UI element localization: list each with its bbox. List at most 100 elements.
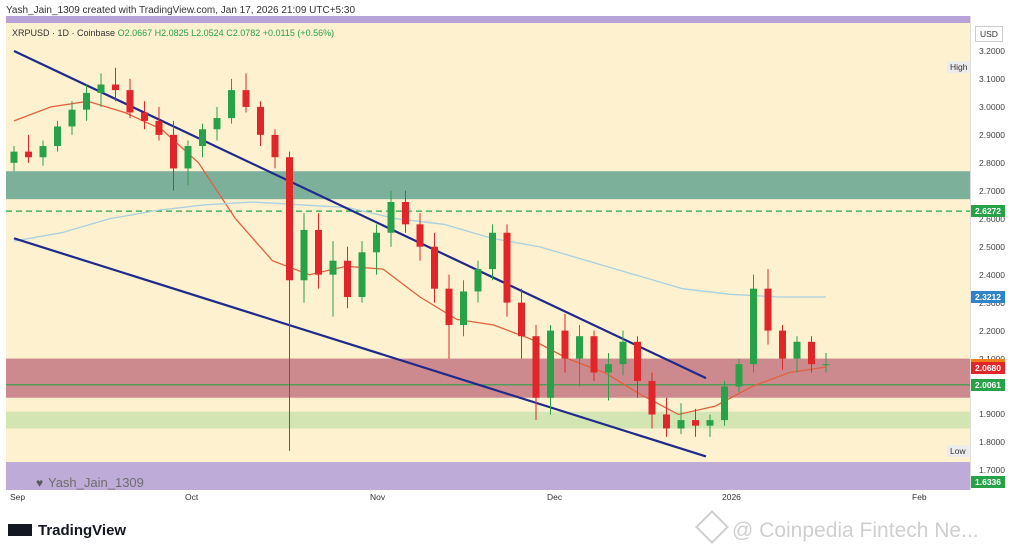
candle-body-13 bbox=[199, 129, 206, 147]
candle-body-17 bbox=[257, 106, 264, 135]
time-tick-3: Dec bbox=[547, 492, 563, 502]
price-badge-4: 2.0061 bbox=[971, 378, 1005, 391]
time-axis[interactable]: Sep Oct Nov Dec 2026 Feb bbox=[6, 490, 970, 504]
channel-trendline-1 bbox=[13, 237, 707, 458]
candle-body-42 bbox=[619, 341, 627, 365]
candle-body-31 bbox=[460, 291, 467, 326]
chart-plot-area[interactable]: XRPUSD · 1D · Coinbase O2.0667 H2.0825 L… bbox=[6, 16, 970, 490]
candle-body-29 bbox=[431, 246, 438, 289]
candle-body-21 bbox=[315, 229, 322, 275]
price-tick-6: 2.6000 bbox=[979, 213, 1005, 224]
channel-trendline-0 bbox=[13, 49, 707, 380]
low-label: Low bbox=[947, 445, 969, 457]
candle-body-7 bbox=[112, 84, 119, 91]
price-tick-15: 1.7000 bbox=[979, 465, 1005, 476]
price-tick-11: 2.1000 bbox=[979, 354, 1005, 364]
zone-band-1 bbox=[6, 358, 970, 398]
candle-body-6 bbox=[97, 84, 105, 93]
price-tick-10: 2.2000 bbox=[979, 325, 1005, 336]
candle-body-53 bbox=[779, 330, 786, 359]
price-tick-7: 2.5000 bbox=[979, 241, 1005, 252]
candle-body-44 bbox=[648, 380, 656, 415]
symbol-legend: XRPUSD · 1D · Coinbase O2.0667 H2.0825 L… bbox=[12, 28, 334, 38]
footer: TradingView @ Coinpedia Fintech Ne... bbox=[0, 508, 1024, 551]
candle-body-51 bbox=[750, 288, 757, 365]
candle-body-4 bbox=[68, 109, 76, 127]
candle-body-40 bbox=[590, 336, 598, 373]
price-tick-14: 1.8000 bbox=[979, 437, 1005, 448]
high-label: High bbox=[947, 61, 971, 73]
candle-body-2 bbox=[39, 146, 47, 158]
candle-body-38 bbox=[561, 330, 569, 359]
legend-high: H2.0825 bbox=[154, 28, 189, 38]
price-tick-4: 2.8000 bbox=[979, 157, 1005, 168]
candle-body-28 bbox=[416, 224, 424, 247]
candle-body-18 bbox=[271, 134, 279, 158]
candle-body-41 bbox=[605, 364, 612, 373]
tradingview-logo[interactable]: TradingView bbox=[8, 522, 126, 539]
candle-body-9 bbox=[141, 112, 148, 121]
candle-body-34 bbox=[503, 232, 511, 303]
price-tick-8: 2.4000 bbox=[979, 269, 1005, 280]
candle-body-14 bbox=[213, 118, 221, 130]
candle-body-47 bbox=[692, 420, 699, 426]
candle-body-45 bbox=[663, 414, 670, 429]
price-tick-5: 2.7000 bbox=[979, 185, 1005, 196]
currency-label[interactable]: USD bbox=[975, 26, 1003, 42]
tradingview-logo-icon bbox=[8, 524, 32, 536]
tradingview-brand: TradingView bbox=[38, 522, 127, 539]
candle-body-49 bbox=[721, 386, 728, 421]
candle-body-22 bbox=[329, 260, 337, 275]
zone-band-0 bbox=[6, 171, 970, 200]
time-tick-0: Sep bbox=[10, 492, 26, 502]
heart-icon: ♥ bbox=[36, 476, 44, 490]
candle-body-11 bbox=[170, 134, 177, 169]
candle-body-46 bbox=[677, 420, 685, 429]
candle-body-48 bbox=[706, 420, 714, 426]
candle-body-12 bbox=[184, 146, 192, 169]
candle-body-52 bbox=[764, 288, 772, 331]
candle-body-8 bbox=[126, 90, 134, 113]
watermark-icon bbox=[695, 510, 729, 544]
candle-body-55 bbox=[808, 341, 815, 365]
legend-symbol: XRPUSD · 1D · Coinbase bbox=[12, 28, 116, 38]
candle-body-54 bbox=[793, 341, 801, 359]
zone-band-2 bbox=[6, 411, 970, 429]
legend-change: +0.0115 (+0.56%) bbox=[262, 28, 335, 38]
coinpedia-watermark: @ Coinpedia Fintech Ne... bbox=[695, 510, 979, 544]
candle-body-16 bbox=[242, 90, 250, 107]
legend-low: L2.0524 bbox=[191, 28, 224, 38]
candle-body-26 bbox=[387, 201, 395, 233]
candle-body-33 bbox=[489, 232, 496, 270]
price-tick-2: 3.0000 bbox=[979, 101, 1005, 112]
candle-body-32 bbox=[474, 269, 482, 292]
candle-body-39 bbox=[576, 336, 583, 359]
candle-body-0 bbox=[10, 151, 18, 163]
candle-body-3 bbox=[54, 126, 61, 147]
candle-body-43 bbox=[634, 341, 641, 381]
zone-band-3 bbox=[6, 462, 970, 490]
candle-body-19 bbox=[286, 157, 293, 281]
time-tick-4: 2026 bbox=[722, 492, 741, 502]
candle-body-36 bbox=[532, 336, 540, 398]
moving-average-0 bbox=[13, 100, 827, 416]
candle-body-20 bbox=[300, 229, 308, 281]
header-attribution: Yash_Jain_1309 created with TradingView.… bbox=[6, 5, 356, 16]
price-chart bbox=[6, 49, 970, 490]
price-tick-1: 3.1000 bbox=[979, 73, 1005, 84]
price-axis[interactable]: USD 3.2000 3.1000 3.0000 2.9000 2.8000 2.7000… bbox=[947, 16, 1024, 490]
top-purple-strip bbox=[6, 16, 970, 23]
price-tick-13: 1.9000 bbox=[979, 409, 1005, 420]
legend-close: C2.0782 bbox=[226, 28, 261, 38]
author-name: Yash_Jain_1309 bbox=[48, 475, 144, 490]
time-tick-1: Oct bbox=[185, 492, 199, 502]
candle-body-35 bbox=[518, 302, 525, 337]
candle-body-27 bbox=[402, 201, 409, 225]
candle-body-30 bbox=[445, 288, 453, 326]
candle-body-50 bbox=[735, 364, 743, 387]
candle-body-24 bbox=[358, 252, 366, 298]
legend-open: O2.0667 bbox=[117, 28, 153, 38]
candle-body-23 bbox=[344, 260, 351, 298]
candle-body-15 bbox=[228, 90, 235, 119]
price-badge-3: 2.0680 bbox=[971, 361, 1005, 374]
